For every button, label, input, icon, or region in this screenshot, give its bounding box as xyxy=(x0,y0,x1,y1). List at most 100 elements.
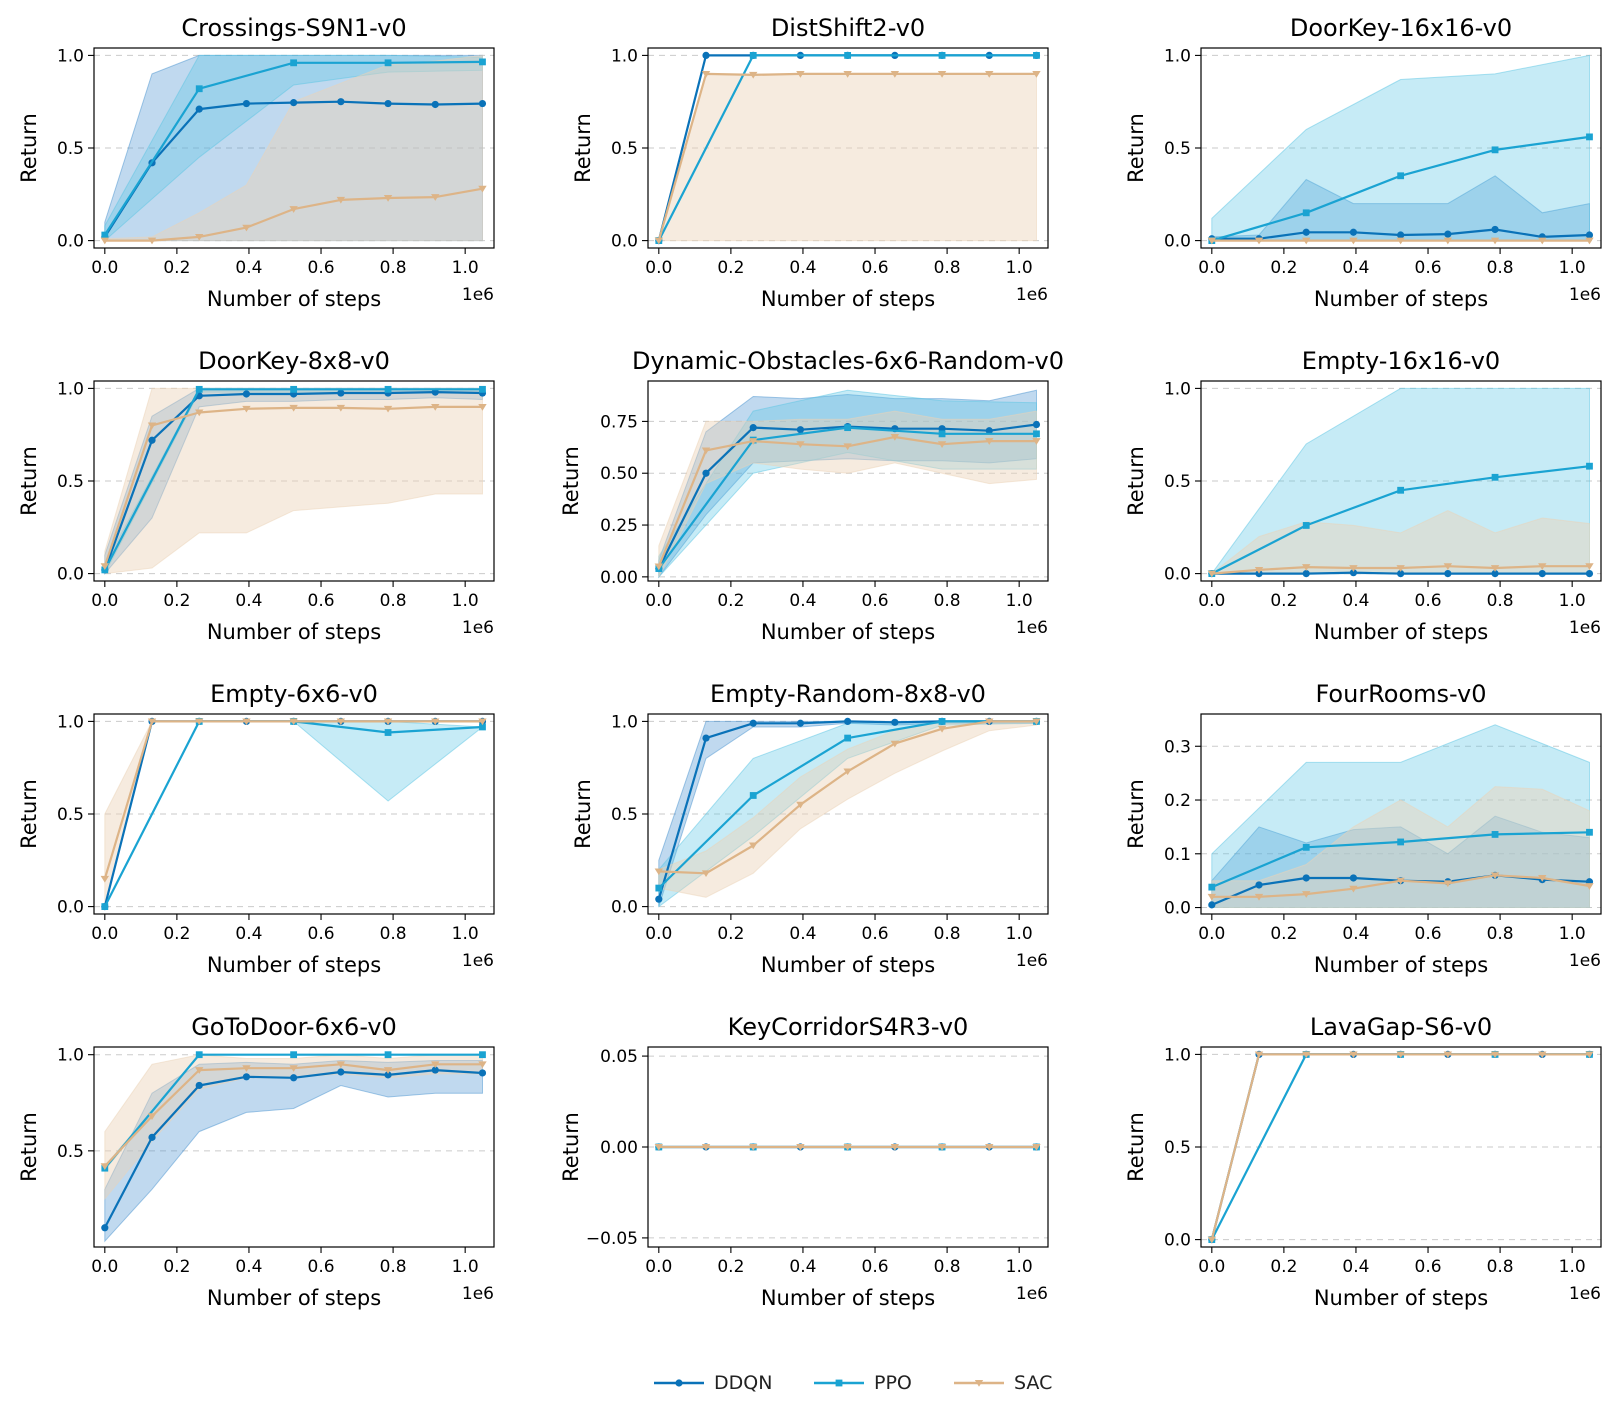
legend-marker-sac xyxy=(974,1380,984,1387)
point-sac xyxy=(843,768,852,776)
legend-swatch-sac xyxy=(954,1380,1004,1387)
x-tick-label: 1.0 xyxy=(1006,1257,1033,1277)
point-sac xyxy=(701,70,711,78)
band-sac xyxy=(658,73,1037,242)
x-tick-label: 0.2 xyxy=(1270,258,1297,278)
x-tick-label: 0.6 xyxy=(308,258,335,278)
point-sac xyxy=(1490,565,1500,572)
point-ddqn xyxy=(478,99,487,108)
point-sac xyxy=(654,563,664,571)
point-ddqn xyxy=(195,1081,203,1090)
point-ppo xyxy=(1397,838,1405,846)
point-ppo xyxy=(290,59,298,67)
x-tick-label: 0.4 xyxy=(1342,591,1369,611)
point-sac xyxy=(1207,570,1217,578)
y-tick-label: 0.00 xyxy=(600,1138,638,1158)
y-axis-label: Return xyxy=(1124,1112,1148,1182)
y-tick-label: 0.3 xyxy=(1164,737,1191,757)
subplot-title: KeyCorridorS4R3-v0 xyxy=(728,1013,969,1041)
x-axis-multiplier: 1e6 xyxy=(1016,285,1048,305)
y-tick-label: 0.5 xyxy=(57,472,84,492)
point-ddqn xyxy=(1302,874,1310,882)
x-tick-label: 0.6 xyxy=(308,924,335,944)
point-sac xyxy=(147,237,157,245)
point-sac xyxy=(100,1163,110,1171)
plot-area xyxy=(1207,724,1594,909)
x-axis-label: Number of steps xyxy=(207,287,381,311)
x-tick-label: 0.0 xyxy=(1198,924,1225,944)
x-tick-label: 0.8 xyxy=(934,1257,961,1277)
point-ppo xyxy=(479,723,486,731)
point-sac xyxy=(1349,237,1358,245)
axes-frame xyxy=(1200,713,1602,915)
subplot-lavagap-s6-v0: 0.0 0.2 0.4 0.6 0.8 1.0 0.0 0.5 1.0 LavaGap-S6-v0… xyxy=(1124,1013,1602,1310)
point-sac xyxy=(843,443,852,451)
point-ddqn xyxy=(290,1074,298,1082)
x-tick-label: 1.0 xyxy=(1006,591,1033,611)
y-axis-label: Return xyxy=(17,779,41,849)
point-ddqn xyxy=(148,1133,156,1141)
x-tick-label: 1.0 xyxy=(1559,924,1586,944)
y-tick-label: 0.0 xyxy=(1164,1231,1191,1251)
point-sac xyxy=(1349,565,1358,572)
x-axis-multiplier: 1e6 xyxy=(462,285,494,305)
point-ppo xyxy=(749,792,757,799)
point-ddqn xyxy=(384,99,392,108)
point-sac xyxy=(1032,438,1041,445)
x-axis-label: Number of steps xyxy=(207,953,381,977)
x-axis-label: Number of steps xyxy=(207,1286,381,1310)
point-sac xyxy=(890,434,900,441)
point-sac xyxy=(1254,237,1264,245)
subplot-title: FourRooms-v0 xyxy=(1315,680,1486,708)
subplot-distshift2-v0: 0.0 0.2 0.4 0.6 0.8 1.0 0.0 0.5 1.0 DistShift2-v0… xyxy=(571,14,1049,311)
point-ppo xyxy=(1302,843,1310,851)
point-ppo xyxy=(1302,209,1310,217)
point-ppo xyxy=(844,424,852,432)
point-sac xyxy=(431,403,440,411)
point-ddqn xyxy=(290,99,298,107)
point-sac xyxy=(100,237,110,245)
point-ppo xyxy=(1397,486,1405,494)
point-sac xyxy=(383,718,393,726)
y-tick-label: 0.0 xyxy=(1164,899,1191,919)
point-sac xyxy=(654,1144,664,1151)
x-tick-label: 0.6 xyxy=(1415,1257,1442,1277)
y-tick-label: 0.5 xyxy=(1164,1138,1191,1158)
point-sac xyxy=(1443,880,1453,888)
point-ddqn xyxy=(702,469,710,477)
point-sac xyxy=(1207,1236,1217,1244)
y-axis-label: Return xyxy=(17,446,41,516)
x-tick-label: 0.0 xyxy=(91,1257,118,1277)
y-axis-label: Return xyxy=(571,113,595,183)
band-sac xyxy=(658,410,1037,578)
point-ddqn xyxy=(796,719,805,727)
x-tick-label: 0.0 xyxy=(91,258,118,278)
point-sac xyxy=(195,409,204,417)
point-sac xyxy=(289,1065,298,1072)
y-tick-label: 0.1 xyxy=(1164,845,1191,865)
point-sac xyxy=(1443,237,1453,245)
y-tick-label: 0.25 xyxy=(600,516,638,536)
legend-label-ppo: PPO xyxy=(874,1372,912,1394)
legend-marker-ppo xyxy=(835,1379,843,1387)
point-sac xyxy=(985,438,994,445)
point-sac xyxy=(478,718,487,726)
x-tick-label: 0.6 xyxy=(862,591,889,611)
subplot-title: DoorKey-8x8-v0 xyxy=(198,347,390,375)
point-sac xyxy=(1443,1051,1453,1059)
plot-area xyxy=(654,51,1041,245)
y-tick-label: 1.0 xyxy=(611,46,638,66)
point-sac xyxy=(937,725,947,733)
point-sac xyxy=(1538,237,1547,245)
point-ddqn xyxy=(1032,420,1041,429)
plot-area xyxy=(1207,387,1594,578)
point-sac xyxy=(195,1067,204,1074)
point-ppo xyxy=(1033,430,1040,438)
point-ppo xyxy=(290,1051,298,1059)
y-tick-label: 0.75 xyxy=(600,412,638,432)
point-sac xyxy=(749,438,758,445)
x-tick-label: 1.0 xyxy=(452,1257,479,1277)
point-sac xyxy=(1207,237,1217,245)
point-ddqn xyxy=(1302,569,1310,578)
